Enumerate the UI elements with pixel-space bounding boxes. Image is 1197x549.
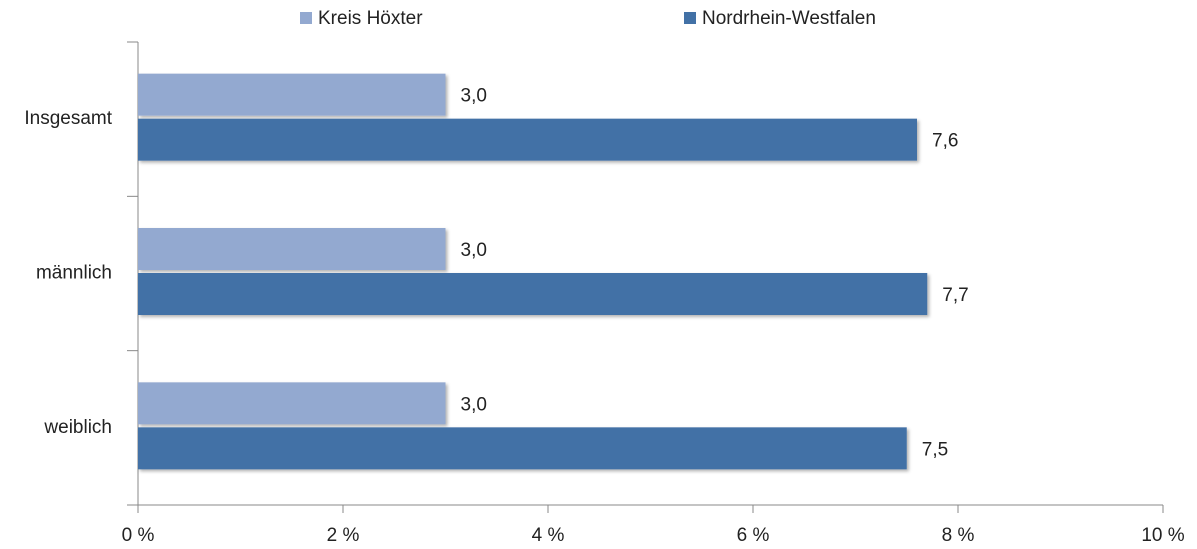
x-tick-label: 0 %: [122, 525, 155, 546]
bar: [138, 427, 907, 470]
x-tick-label: 4 %: [532, 525, 565, 546]
bar: [138, 228, 446, 270]
bar: [138, 382, 446, 425]
category-label: weiblich: [43, 417, 112, 438]
x-tick-label: 2 %: [327, 525, 360, 546]
legend-label: Nordrhein-Westfalen: [702, 8, 876, 29]
bar: [138, 118, 917, 161]
value-label: 7,7: [942, 285, 968, 306]
x-tick-label: 8 %: [942, 525, 975, 546]
legend-swatch: [300, 12, 312, 24]
x-tick-label: 10 %: [1141, 525, 1184, 546]
category-label: männlich: [36, 263, 112, 284]
bar: [138, 273, 928, 315]
category-label: Insgesamt: [24, 108, 112, 129]
value-label: 3,0: [461, 394, 487, 415]
x-tick-label: 6 %: [737, 525, 770, 546]
bar: [138, 73, 446, 116]
value-label: 3,0: [461, 240, 487, 261]
legend-swatch: [684, 12, 696, 24]
value-label: 7,6: [932, 131, 958, 152]
value-label: 3,0: [461, 86, 487, 107]
legend-label: Kreis Höxter: [318, 8, 423, 29]
value-label: 7,5: [922, 439, 948, 460]
